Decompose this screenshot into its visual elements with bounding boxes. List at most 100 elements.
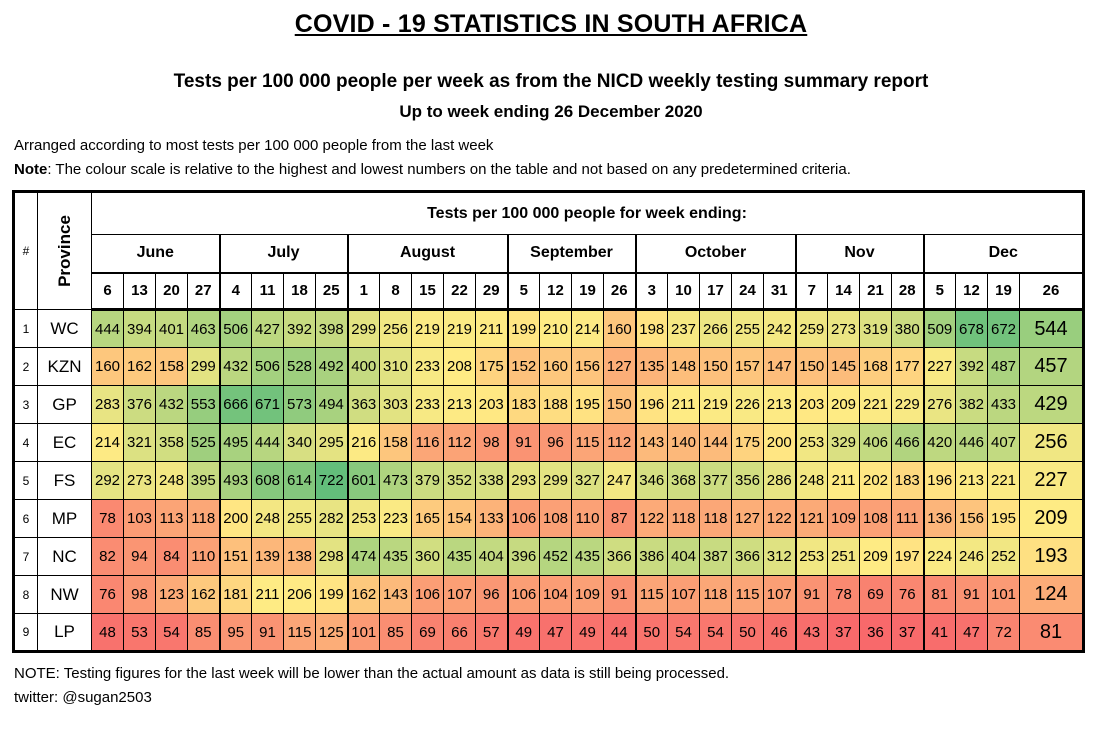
value-cell: 104 [539,575,572,614]
value-cell: 76 [91,575,124,614]
value-cell: 319 [859,309,892,348]
value-cell: 109 [827,499,860,538]
value-cell: 452 [539,537,572,576]
value-cell: 110 [571,499,604,538]
value-cell: 233 [411,385,444,424]
value-cell: 47 [955,613,988,652]
value-cell: 352 [443,461,476,500]
value-cell: 573 [283,385,316,424]
span-header-row: # Province Tests per 100 000 people for … [13,191,1084,310]
rank-cell: 3 [13,385,38,424]
value-cell: 392 [955,347,988,386]
value-cell: 432 [218,347,252,386]
value-cell: 211 [251,575,284,614]
value-cell: 115 [283,613,316,652]
rank-cell: 9 [13,613,38,652]
value-cell: 54 [155,613,188,652]
value-cell: 118 [667,499,700,538]
value-cell: 91 [506,423,540,462]
month-header-row: June July August September October Nov Dec [14,234,1084,274]
value-cell: 229 [891,385,924,424]
value-cell: 154 [443,499,476,538]
value-cell: 183 [891,461,924,500]
table-row-lp: 9 LP 48 53 54 85 95 91 115 125 101 85 69 66 57 49 47 49 44… [13,613,1084,652]
value-cell: 37 [827,613,860,652]
value-cell: 118 [699,575,732,614]
table-row-kzn: 2 KZN 160 162 158 299 432 506 528 492 400 310 233 208… [13,347,1084,386]
value-cell: 427 [251,309,284,348]
value-cell: 41 [922,613,956,652]
value-cell: 101 [987,575,1020,614]
value-cell: 54 [699,613,732,652]
table-row-ec: 4 EC 214 321 358 525 495 444 340 295 216 158 116 112 9… [13,423,1084,462]
value-cell: 435 [571,537,604,576]
value-cell: 474 [346,537,380,576]
value-cell: 110 [187,537,220,576]
week-header: 19 [571,272,604,311]
value-cell: 183 [506,385,540,424]
value-cell: 123 [155,575,188,614]
value-cell: 366 [603,537,636,576]
week-header: 28 [891,272,924,311]
week-header: 12 [955,272,988,311]
colour-scale-note: Note: The colour scale is relative to th… [14,161,1102,178]
value-cell: 295 [315,423,348,462]
value-cell: 98 [123,575,156,614]
province-cell: MP [37,499,92,538]
value-cell: 282 [315,499,348,538]
value-cell: 66 [443,613,476,652]
value-cell: 49 [506,613,540,652]
week-header: 6 [91,272,124,311]
value-cell: 200 [218,499,252,538]
value-cell: 255 [283,499,316,538]
province-cell: WC [37,309,92,348]
value-cell: 168 [859,347,892,386]
value-cell: 127 [731,499,764,538]
value-cell: 401 [155,309,188,348]
value-cell: 299 [346,309,380,348]
note-text: : The colour scale is relative to the hi… [47,161,851,178]
value-cell: 211 [475,309,508,348]
week-header: 22 [443,272,476,311]
week-header: 14 [827,272,860,311]
value-cell: 312 [763,537,796,576]
value-cell: 253 [794,423,828,462]
value-cell: 358 [155,423,188,462]
value-cell: 213 [763,385,796,424]
table-row-mp: 6 MP 78 103 113 118 200 248 255 282 253 223 165 154 13… [13,499,1084,538]
value-cell: 48 [91,613,124,652]
week-header: 12 [539,272,572,311]
value-cell: 256 [379,309,412,348]
month-header-september: September [506,234,636,274]
week-header: 24 [731,272,764,311]
month-header-nov: Nov [794,234,924,274]
value-cell: 494 [315,385,348,424]
value-cell: 404 [667,537,700,576]
value-cell: 156 [955,499,988,538]
value-cell: 145 [827,347,860,386]
value-cell: 492 [315,347,348,386]
value-cell: 227 [1019,461,1084,500]
rank-cell: 7 [13,537,38,576]
value-cell: 150 [699,347,732,386]
month-header-august: August [346,234,508,274]
arranged-note: Arranged according to most tests per 100… [14,137,494,154]
table-row-nc: 7 NC 82 94 84 110 151 139 138 298 474 435 360 435 404 3… [13,537,1084,576]
week-header: 20 [155,272,188,311]
value-cell: 198 [634,309,668,348]
value-cell: 106 [506,575,540,614]
month-header-june: June [91,234,220,274]
value-cell: 101 [346,613,380,652]
value-cell: 223 [379,499,412,538]
week-header: 21 [859,272,892,311]
value-cell: 199 [315,575,348,614]
table-row-fs: 5 FS 292 273 248 395 493 608 614 722 601 473 379 352 3… [13,461,1084,500]
value-cell: 118 [699,499,732,538]
value-cell: 356 [731,461,764,500]
value-cell: 273 [123,461,156,500]
value-cell: 395 [187,461,220,500]
value-cell: 406 [859,423,892,462]
value-cell: 156 [571,347,604,386]
value-cell: 196 [922,461,956,500]
value-cell: 444 [251,423,284,462]
